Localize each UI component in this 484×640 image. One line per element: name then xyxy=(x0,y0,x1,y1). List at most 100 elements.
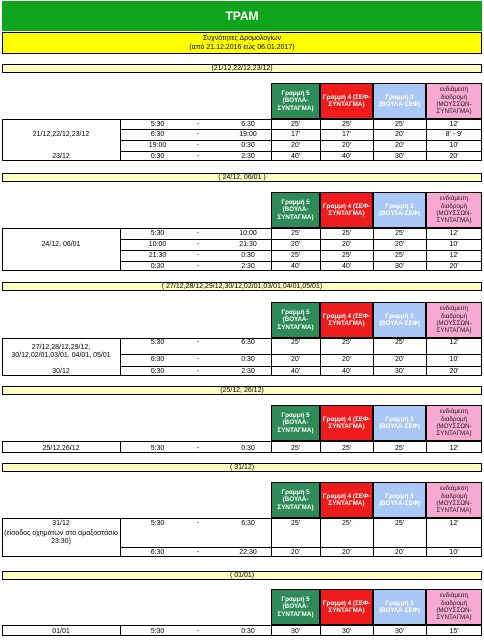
table-row: 31/12 5:30 - 6:30 25' 25' 25' 12' xyxy=(2,519,482,528)
column-divider xyxy=(120,518,121,557)
cell-to: 2:30 xyxy=(241,368,255,375)
column-divider xyxy=(320,625,321,636)
cell-dash: - xyxy=(196,520,200,527)
column-header-c3: Γραμμή 3 (ΒΟΥΛΑ-ΣΕΦ) xyxy=(373,192,426,228)
cell-l3: 25' xyxy=(394,121,405,128)
column-header-c4: Γραμμή 4 (ΣΕΦ-ΣΥΝΤΑΓΜΑ) xyxy=(320,589,373,625)
cell-lx: 12' xyxy=(449,230,459,237)
cell-from: 6:30 xyxy=(150,131,165,138)
column-divider xyxy=(426,625,427,636)
cell-l4: 25' xyxy=(341,230,352,237)
column-divider xyxy=(271,518,272,557)
column-header-cx: ενδιάμεση διαδρομή (ΜΟΥΣΣΩΝ-ΣΥΝΤΑΓΜΑ) xyxy=(426,589,482,625)
section-title: (25/12, 26/12) xyxy=(2,386,482,395)
table-row: 21/12,22/12,23/12 6:30 - 19:00 17' 17' 20' 8' -… xyxy=(2,130,482,139)
cell-dash: - xyxy=(196,153,200,160)
column-divider xyxy=(426,518,427,557)
column-header-c3: Γραμμή 3 (ΒΟΥΛΑ-ΣΕΦ) xyxy=(373,302,426,338)
cell-l5: 25' xyxy=(290,445,301,452)
row-divider xyxy=(120,151,482,152)
cell-l5: 25' xyxy=(290,339,301,346)
cell-from: 5:30 xyxy=(150,445,165,452)
row-divider xyxy=(120,239,482,240)
cell-l4: 20' xyxy=(341,241,352,248)
cell-to: 10:00 xyxy=(239,230,257,237)
cell-to: 22:30 xyxy=(239,549,257,556)
column-header-cx: ενδιάμεση διαδρομή (ΜΟΥΣΣΩΝ-ΣΥΝΤΑΓΜΑ) xyxy=(426,192,482,228)
column-divider xyxy=(271,338,272,376)
cell-lx: 15' xyxy=(449,628,459,635)
cell-l5: 20' xyxy=(290,549,301,556)
cell-from: 6:30 xyxy=(150,356,165,363)
cell-l5: 25' xyxy=(290,252,301,259)
cell-to: 6:30 xyxy=(241,339,255,346)
table-frame xyxy=(2,228,482,271)
cell-dash: - xyxy=(196,121,200,128)
row-date-label: 21/12,22/12,23/12 xyxy=(32,131,90,138)
column-header-cx: ενδιάμεση διαδρομή (ΜΟΥΣΣΩΝ-ΣΥΝΤΑΓΜΑ) xyxy=(426,405,482,441)
table-frame xyxy=(2,338,482,376)
table-row: 5:30 - 6:30 25' 25' 25' 12' xyxy=(2,120,482,129)
table-row: 30/12 0:30 - 2:30 40' 40' 30' 20' xyxy=(2,367,482,376)
column-header-cx: ενδιάμεση διαδρομή (ΜΟΥΣΣΩΝ-ΣΥΝΤΑΓΜΑ) xyxy=(426,302,482,338)
cell-lx: 8' - 9' xyxy=(445,131,463,138)
cell-from: 5:30 xyxy=(150,230,165,237)
table-frame xyxy=(2,518,482,557)
page-title: ΤΡΑΜ xyxy=(2,1,482,31)
cell-l4: 20' xyxy=(341,142,352,149)
column-header-c3: Γραμμή 3 (ΒΟΥΛΑ-ΣΕΦ) xyxy=(373,405,426,441)
cell-dash: - xyxy=(196,241,200,248)
row-divider xyxy=(120,250,482,251)
cell-lx: 10' xyxy=(449,241,459,248)
cell-lx: 12' xyxy=(449,520,459,527)
column-divider xyxy=(426,228,427,271)
cell-l3: 30' xyxy=(394,263,405,270)
table-row: 01/01 5:30 - 0:30 30' 30' 30' 15' xyxy=(2,627,482,636)
cell-l5: 20' xyxy=(290,241,301,248)
row-divider xyxy=(120,547,482,548)
table-row: 23/12 0:30 - 2:30 40' 40' 30' 20' xyxy=(2,152,482,161)
column-header-c5: Γραμμή 5 (ΒΟΥΛΑ-ΣΥΝΤΑΓΜΑ) xyxy=(271,405,320,441)
column-header-cx: ενδιάμεση διαδρομή (ΜΟΥΣΣΩΝ-ΣΥΝΤΑΓΜΑ) xyxy=(426,83,482,119)
section-title: ( 31/12) xyxy=(2,463,482,472)
column-header-c4: Γραμμή 4 (ΣΕΦ-ΣΥΝΤΑΓΜΑ) xyxy=(320,192,373,228)
table-frame xyxy=(2,441,482,453)
table-row: 6:30 - 0:30 20' 20' 20' 10' xyxy=(2,355,482,364)
section-title: ( 01/01) xyxy=(2,571,482,580)
cell-lx: 12' xyxy=(449,252,459,259)
column-divider xyxy=(271,228,272,271)
cell-l4: 25' xyxy=(341,445,352,452)
cell-dash: - xyxy=(196,549,200,556)
cell-from: 6:30 xyxy=(150,549,165,556)
cell-to: 19:00 xyxy=(239,131,257,138)
cell-to: 2:30 xyxy=(241,153,255,160)
cell-l4: 25' xyxy=(341,520,352,527)
cell-from: 10:00 xyxy=(148,241,167,248)
cell-l3: 20' xyxy=(394,131,405,138)
cell-from: 0:30 xyxy=(150,263,165,270)
table-row: 5:30 - 6:30 25' 25' 25' 12' xyxy=(2,338,482,347)
cell-l3: 25' xyxy=(394,339,405,346)
table-row: 25/12,26/12 5:30 - 0:30 25' 25' 25' 12' xyxy=(2,444,482,453)
cell-l3: 25' xyxy=(394,230,405,237)
cell-l3: 25' xyxy=(394,252,405,259)
cell-l3: 30' xyxy=(394,628,405,635)
subtitle-box: Συχνότητες Δρομολογίων (από 21.12.2016 ε… xyxy=(2,32,482,54)
column-header-c4: Γραμμή 4 (ΣΕΦ-ΣΥΝΤΑΓΜΑ) xyxy=(320,83,373,119)
column-header-c5: Γραμμή 5 (ΒΟΥΛΑ-ΣΥΝΤΑΓΜΑ) xyxy=(271,83,320,119)
column-divider xyxy=(320,441,321,453)
cell-l3: 30' xyxy=(394,368,405,375)
cell-l4: 30' xyxy=(341,628,352,635)
cell-l5: 40' xyxy=(290,368,301,375)
cell-from: 0:30 xyxy=(150,153,165,160)
column-header-c4: Γραμμή 4 (ΣΕΦ-ΣΥΝΤΑΓΜΑ) xyxy=(320,302,373,338)
cell-to: 2:30 xyxy=(241,263,255,270)
table-row: 0:30 - 2:30 40' 40' 30' 20' xyxy=(2,262,482,271)
column-divider xyxy=(373,518,374,557)
row-divider xyxy=(120,261,482,262)
cell-l4: 40' xyxy=(341,263,352,270)
subtitle-line-1: Συχνότητες Δρομολογίων xyxy=(202,35,282,42)
row-date-label: 30/12 xyxy=(52,368,70,375)
cell-dash: - xyxy=(196,368,200,375)
cell-dash: - xyxy=(196,230,200,237)
